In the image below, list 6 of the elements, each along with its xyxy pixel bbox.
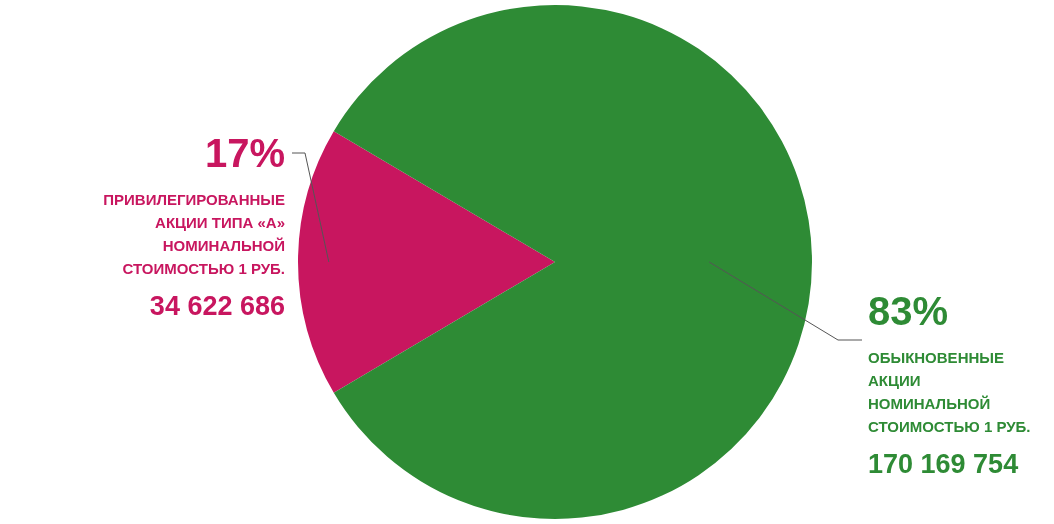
data-label: 17% [203,130,285,176]
text: 170 169 754 [868,448,1020,480]
text: 34 622 686 [148,290,285,322]
slice-label: ОБЫКНОВЕННЫЕ АКЦИИ НОМИНАЛЬНОЙ СТОИМОСТЬЮ 1 РУБ. [868,348,1032,437]
slice-label: ПРИВИЛЕГИРОВАННЫЕ АКЦИИ ТИПА «А» НОМИНАЛЬНОЙ СТОИМОСТЬЮ 1 РУБ. [102,190,285,279]
data-label: 83% [868,288,950,334]
